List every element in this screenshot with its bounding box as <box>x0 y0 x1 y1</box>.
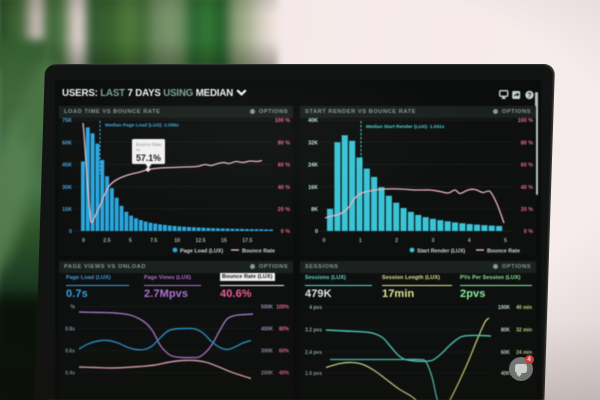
svg-text:30K: 30K <box>62 185 72 191</box>
svg-text:Bounce Rate: Bounce Rate <box>136 142 162 147</box>
svg-text:?: ? <box>527 92 531 99</box>
svg-text:60 %: 60 % <box>278 163 290 169</box>
svg-text:80 %: 80 % <box>278 140 290 146</box>
svg-text:Bounce Rate: Bounce Rate <box>487 249 520 255</box>
svg-text:20 %: 20 % <box>521 207 533 213</box>
svg-text:5: 5 <box>129 238 132 244</box>
svg-text:45K: 45K <box>62 163 72 169</box>
svg-text:75K: 75K <box>62 118 72 124</box>
svg-text:100 %: 100 % <box>275 118 290 124</box>
svg-text:57.1%: 57.1% <box>136 153 161 163</box>
svg-text:400K: 400K <box>261 327 273 333</box>
svg-text:17.5: 17.5 <box>242 238 252 244</box>
svg-text:2: 2 <box>395 238 398 244</box>
svg-text:8K: 8K <box>311 207 318 213</box>
svg-text:32K: 32K <box>308 140 318 146</box>
svg-text:80K: 80K <box>501 328 511 334</box>
svg-text:%: % <box>136 148 140 153</box>
svg-text:300K: 300K <box>261 349 273 355</box>
svg-text:0.8s: 0.8s <box>65 327 75 333</box>
svg-text:0.6s: 0.6s <box>65 349 75 355</box>
svg-text:200K: 200K <box>261 371 273 377</box>
svg-text:Bounce Rate: Bounce Rate <box>242 249 275 255</box>
svg-text:100K: 100K <box>498 305 510 311</box>
svg-text:60%: 60% <box>279 349 290 355</box>
svg-text:1: 1 <box>359 238 362 244</box>
svg-text:1.6 pvs: 1.6 pvs <box>305 371 322 377</box>
svg-text:3: 3 <box>431 238 434 244</box>
svg-text:40 %: 40 % <box>521 185 533 191</box>
svg-text:80%: 80% <box>279 327 290 333</box>
svg-text:60 %: 60 % <box>521 163 533 169</box>
svg-text:40 %: 40 % <box>278 185 290 191</box>
svg-text:%: % <box>71 305 76 311</box>
svg-text:40K: 40K <box>308 118 318 124</box>
svg-text:40 min: 40 min <box>516 305 532 311</box>
svg-text:0 %: 0 % <box>524 229 533 235</box>
svg-text:0.4s: 0.4s <box>65 371 75 377</box>
svg-text:Median Page Load (LUX): 2.056s: Median Page Load (LUX): 2.056s <box>105 123 179 129</box>
svg-text:24K: 24K <box>308 163 318 169</box>
svg-text:100 %: 100 % <box>518 118 533 124</box>
svg-text:0: 0 <box>315 229 318 235</box>
svg-text:80 %: 80 % <box>521 140 533 146</box>
svg-text:40%: 40% <box>279 371 290 377</box>
svg-text:0 %: 0 % <box>281 229 290 235</box>
svg-text:Start Render (LUX): Start Render (LUX) <box>417 249 465 255</box>
svg-text:4: 4 <box>468 238 471 244</box>
svg-text:15: 15 <box>221 238 227 244</box>
svg-text:40K: 40K <box>501 371 511 377</box>
svg-text:32 min: 32 min <box>516 328 532 334</box>
svg-text:10: 10 <box>174 238 180 244</box>
svg-text:15K: 15K <box>62 207 72 213</box>
svg-text:0: 0 <box>69 229 72 235</box>
svg-text:100%: 100% <box>276 305 289 311</box>
svg-text:7.5: 7.5 <box>150 238 157 244</box>
svg-text:Page Load (LUX): Page Load (LUX) <box>180 249 223 255</box>
svg-text:16K: 16K <box>308 185 318 191</box>
svg-text:0: 0 <box>82 238 85 244</box>
svg-text:500K: 500K <box>261 305 273 311</box>
svg-text:Median Start Render (LUX): 1.0: Median Start Render (LUX): 1.031s <box>366 124 445 130</box>
svg-text:12.5: 12.5 <box>195 238 205 244</box>
svg-text:5: 5 <box>504 238 507 244</box>
svg-text:24 min: 24 min <box>516 350 532 356</box>
svg-text:60K: 60K <box>501 350 511 356</box>
svg-text:4 pvs: 4 pvs <box>309 305 322 311</box>
svg-text:60K: 60K <box>62 140 72 146</box>
svg-text:2.4 pvs: 2.4 pvs <box>305 350 322 356</box>
svg-text:2.5: 2.5 <box>103 238 110 244</box>
svg-text:20 %: 20 % <box>278 207 290 213</box>
svg-text:0: 0 <box>323 238 326 244</box>
svg-text:3.2 pvs: 3.2 pvs <box>305 328 322 334</box>
